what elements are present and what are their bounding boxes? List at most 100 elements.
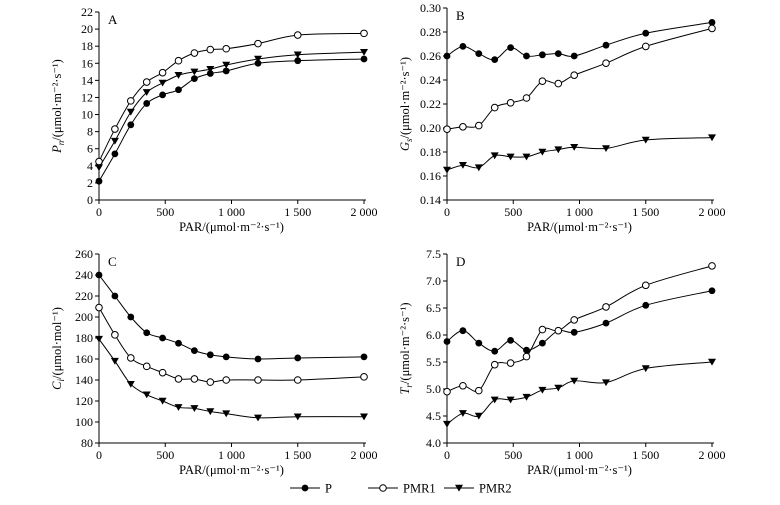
data-point-pmr2 bbox=[554, 146, 563, 154]
y-tick-label: 5.5 bbox=[426, 355, 441, 369]
data-point-p bbox=[159, 91, 167, 99]
data-point-p bbox=[191, 347, 198, 354]
series-p bbox=[443, 19, 716, 63]
y-axis-label: Pn/(μmol·m⁻²·s⁻¹) bbox=[50, 59, 66, 154]
x-tick-label: 1 000 bbox=[218, 205, 245, 219]
x-axis-label: PAR/(μmol·m⁻²·s⁻¹) bbox=[527, 220, 632, 234]
data-point-pmr2 bbox=[126, 108, 135, 116]
data-point-pmr1 bbox=[708, 24, 716, 33]
data-point-pmr1 bbox=[490, 103, 499, 112]
data-point-pmr2 bbox=[206, 408, 215, 416]
y-tick-label: 5.0 bbox=[426, 382, 441, 396]
data-point-p bbox=[570, 328, 578, 336]
data-point-p bbox=[539, 51, 546, 59]
data-point-pmr2 bbox=[110, 137, 119, 145]
data-point-pmr2 bbox=[206, 66, 215, 73]
data-point-p bbox=[127, 313, 135, 321]
data-point-pmr1 bbox=[475, 386, 483, 395]
y-tick-label: 100 bbox=[75, 415, 93, 429]
data-point-pmr2 bbox=[293, 413, 302, 421]
data-point-pmr2 bbox=[490, 396, 499, 404]
data-point-pmr1 bbox=[111, 125, 119, 133]
data-point-pmr2 bbox=[126, 381, 135, 388]
data-point-p bbox=[159, 334, 167, 342]
data-point-pmr1 bbox=[522, 352, 531, 361]
data-point-pmr1 bbox=[293, 31, 302, 39]
data-point-p bbox=[294, 57, 302, 65]
panel-label: B bbox=[456, 8, 465, 23]
data-point-p bbox=[206, 70, 214, 77]
chart-panel-d: 4.0 4.5 5.0 5.5 6.0 6.5 7.0 7.5 0 500 1 000 1 500 2 … bbox=[398, 247, 726, 477]
data-point-pmr1 bbox=[190, 49, 199, 57]
data-point-p bbox=[360, 353, 368, 361]
y-tick-label: 0.20 bbox=[420, 121, 441, 135]
legend-marker-pmr2 bbox=[455, 484, 463, 492]
data-point-pmr2 bbox=[443, 420, 451, 428]
x-tick-label: 2 000 bbox=[351, 448, 378, 462]
data-point-pmr2 bbox=[360, 48, 368, 56]
legend-entry-p: P bbox=[290, 482, 332, 496]
y-tick-label: 7.0 bbox=[426, 274, 441, 288]
data-point-p bbox=[570, 52, 578, 60]
data-point-pmr2 bbox=[158, 79, 167, 87]
y-tick-label: 0 bbox=[87, 193, 93, 207]
y-tick-label: 4.5 bbox=[426, 409, 441, 423]
data-point-pmr1 bbox=[111, 331, 119, 339]
data-point-p bbox=[360, 55, 368, 63]
series-pmr1 bbox=[443, 262, 716, 396]
data-point-pmr2 bbox=[538, 386, 547, 394]
data-point-pmr2 bbox=[641, 365, 650, 373]
data-point-pmr2 bbox=[458, 162, 467, 169]
data-point-p bbox=[175, 86, 182, 94]
series-p bbox=[95, 55, 368, 185]
data-point-pmr1 bbox=[174, 56, 183, 65]
data-point-p bbox=[554, 50, 562, 57]
panel-label: A bbox=[108, 12, 118, 27]
data-point-pmr2 bbox=[474, 412, 483, 420]
data-point-pmr1 bbox=[222, 44, 230, 53]
x-tick-label: 1 000 bbox=[566, 205, 593, 219]
y-tick-label: 180 bbox=[75, 331, 93, 345]
data-point-pmr1 bbox=[206, 45, 215, 54]
data-point-pmr2 bbox=[506, 153, 515, 161]
data-point-pmr1 bbox=[190, 375, 199, 383]
y-tick-label: 7.5 bbox=[426, 247, 441, 261]
data-point-p bbox=[475, 339, 483, 347]
data-point-pmr1 bbox=[602, 59, 610, 68]
series-pmr2 bbox=[443, 358, 716, 428]
legend-label: PMR1 bbox=[403, 482, 436, 496]
series-line-pmr2 bbox=[446, 361, 713, 425]
data-point-pmr1 bbox=[142, 78, 151, 86]
data-point-pmr2 bbox=[110, 357, 119, 365]
x-tick-label: 1 500 bbox=[284, 448, 311, 462]
y-tick-label: 0.26 bbox=[420, 49, 441, 63]
x-axis-label: PAR/(μmol·m⁻²·s⁻¹) bbox=[179, 463, 284, 477]
data-point-pmr1 bbox=[254, 39, 262, 48]
data-point-p bbox=[111, 150, 119, 158]
data-point-pmr1 bbox=[641, 281, 650, 290]
data-point-pmr1 bbox=[554, 79, 563, 88]
data-point-pmr1 bbox=[522, 94, 531, 102]
x-tick-label: 1 000 bbox=[218, 448, 245, 462]
y-tick-label: 18 bbox=[81, 39, 93, 53]
chart-panel-c: 80 100 120 140 160 180 200 220 240 260 0 500 1 000 1 … bbox=[50, 247, 378, 477]
panel-label: D bbox=[456, 254, 465, 269]
x-axis-label: PAR/(μmol·m⁻²·s⁻¹) bbox=[179, 220, 284, 234]
data-point-p bbox=[254, 355, 262, 363]
data-point-p bbox=[523, 52, 530, 60]
y-tick-label: 200 bbox=[75, 310, 93, 324]
series-pmr2 bbox=[443, 134, 716, 174]
data-point-p bbox=[222, 353, 230, 361]
data-point-pmr2 bbox=[474, 164, 483, 172]
data-point-pmr2 bbox=[254, 55, 262, 63]
data-point-pmr2 bbox=[570, 377, 579, 385]
data-point-pmr2 bbox=[222, 61, 231, 69]
data-point-pmr1 bbox=[360, 29, 368, 38]
data-point-pmr1 bbox=[554, 326, 563, 335]
x-tick-label: 0 bbox=[444, 205, 450, 219]
data-point-pmr2 bbox=[293, 51, 302, 59]
y-tick-label: 22 bbox=[81, 5, 93, 19]
data-point-p bbox=[254, 59, 262, 67]
data-point-p bbox=[443, 338, 451, 345]
y-tick-label: 0.22 bbox=[420, 97, 441, 111]
